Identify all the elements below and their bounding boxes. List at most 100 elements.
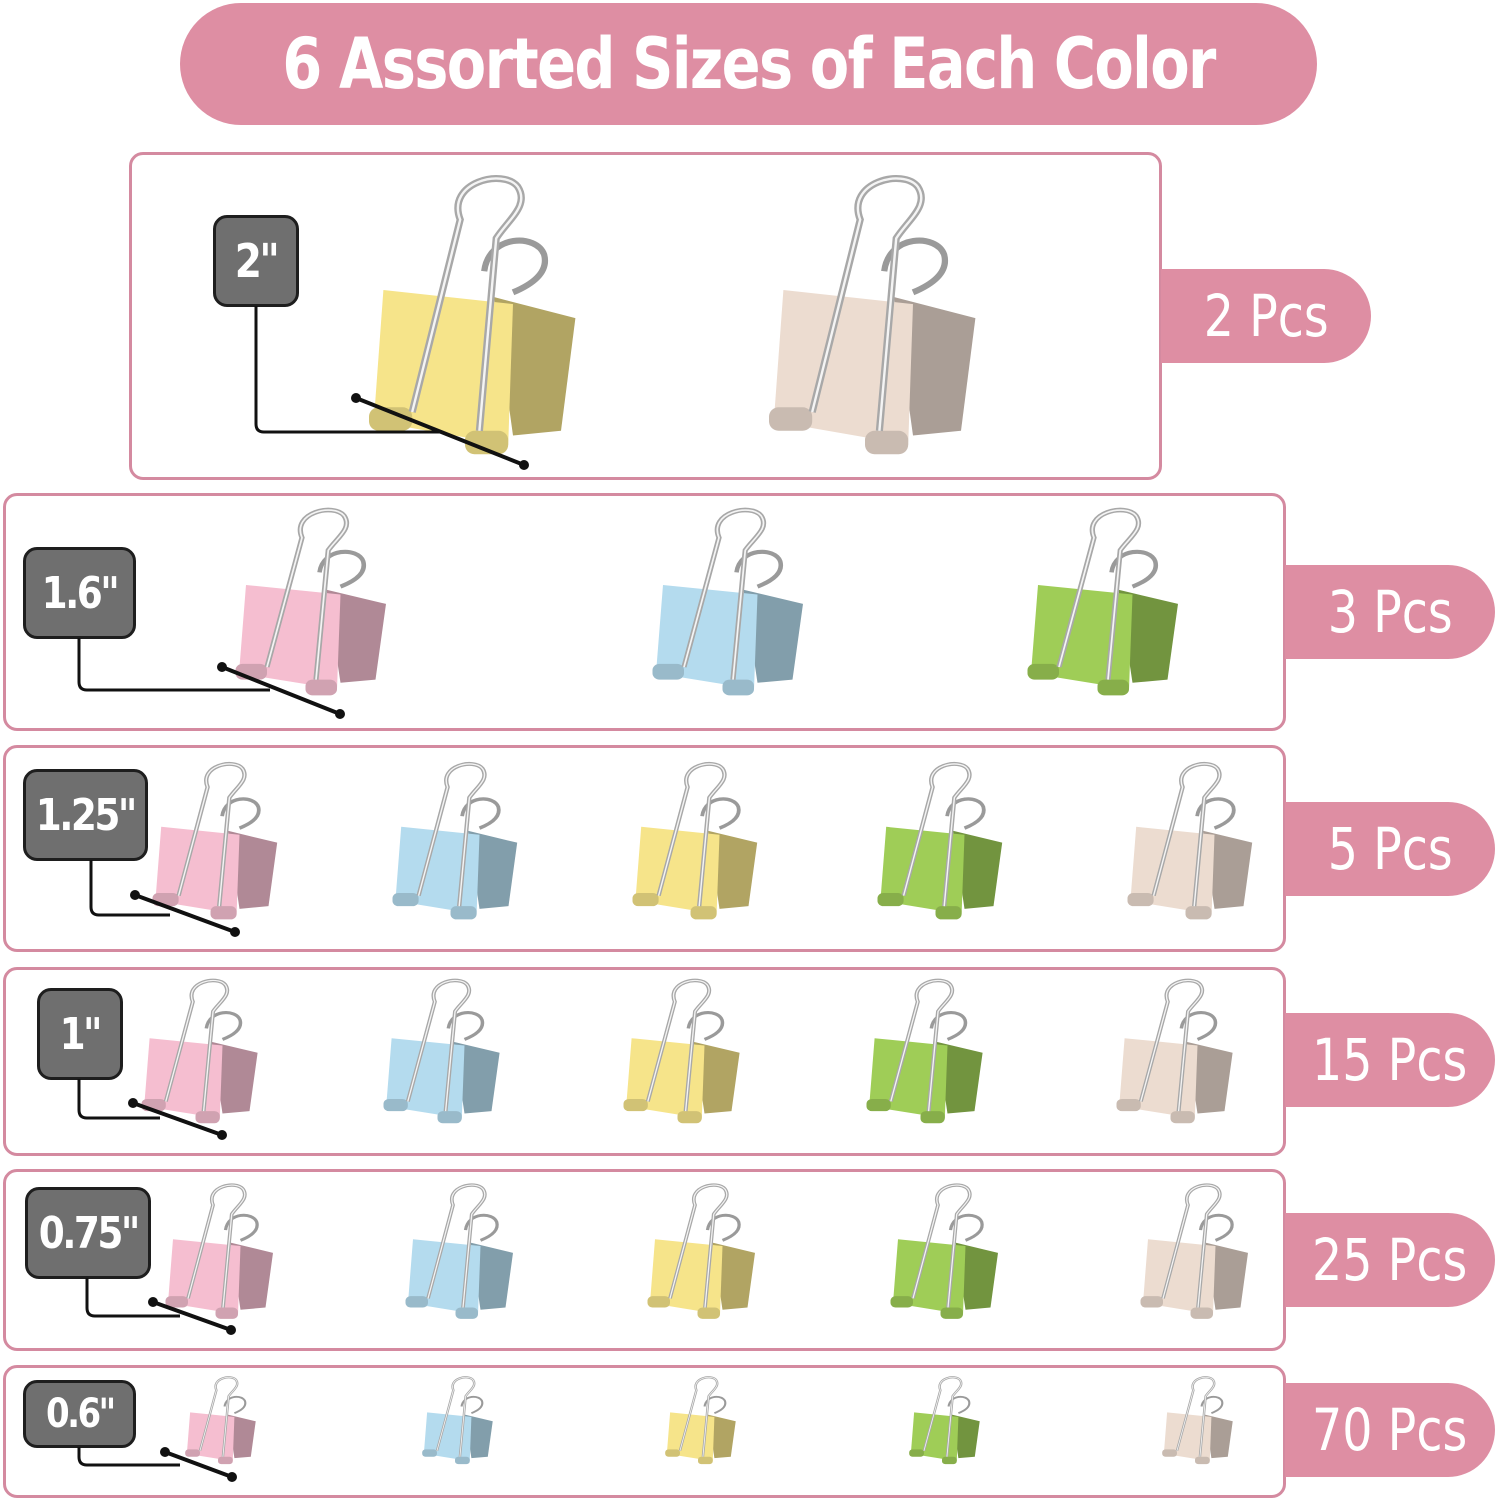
size-badge: 2" [213,215,299,307]
clip-wire-highlight [646,979,710,1112]
binder-clip-beige [1154,1374,1236,1470]
clip-tab [218,1456,233,1465]
binder-clip-blue [378,758,523,930]
clip-tab [437,1111,462,1124]
clip-tab [1027,663,1059,680]
clip-tab [195,1111,220,1124]
binder-clip-pink [128,975,263,1133]
clip-tab [455,1456,470,1465]
clip-wire-highlight [177,763,245,907]
clip-side [893,297,976,436]
clip-tab [1170,1111,1195,1124]
binder-clip-beige [1113,758,1258,930]
size-label: 2" [234,234,280,288]
title-text: 6 Assorted Sizes of Each Color [282,23,1216,105]
binder-clip-blue [414,1374,496,1470]
clip-tab [697,1307,720,1319]
binder-clip-yellow [635,1180,760,1328]
size-label: 1.6" [41,567,120,619]
clip-tab [623,1098,648,1112]
binder-clip-pink [177,1374,259,1470]
clip-tab [652,663,684,680]
clip-tab [865,430,909,455]
size-badge: 1" [37,988,123,1080]
binder-clip-green [878,1180,1003,1328]
clip-side [712,1242,755,1310]
clip-wire-highlight [1139,979,1203,1112]
binder-clip-green [853,975,988,1133]
clip-tab [909,1449,924,1457]
clip-wire-highlight [411,177,523,431]
clip-wire-highlight [1152,763,1220,907]
clip-side [326,589,386,683]
quantity-pill: 15 Pcs [1285,1013,1495,1107]
binder-clip-blue [635,503,810,708]
size-label: 1" [59,1008,103,1060]
clip-tab [920,1111,945,1124]
clip-tab [1190,1307,1213,1319]
clip-side [1204,1414,1233,1459]
clip-side [467,830,517,909]
clip-tab [769,407,813,431]
clip-side [743,589,803,683]
clip-tab [392,892,419,907]
clip-tab [1097,679,1129,696]
clip-side [955,1242,998,1310]
clip-tab [877,892,904,907]
clip-tab [890,1296,913,1308]
clip-side [1186,1041,1233,1114]
clip-wire-highlight [668,1184,727,1308]
quantity-pill: 25 Pcs [1285,1213,1495,1307]
clip-tab [450,906,477,920]
clip-wire-highlight [902,763,970,907]
binder-clip-blue [370,975,505,1133]
clip-tab [215,1307,238,1319]
clip-wire-highlight [164,979,228,1112]
quantity-pill: 5 Pcs [1285,802,1495,896]
clip-tab [698,1456,713,1465]
clip-tab [369,407,413,431]
clip-tab [422,1449,437,1457]
size-badge: 1.25" [23,769,148,861]
clip-side [227,1414,256,1459]
clip-tab [455,1307,478,1319]
clip-wire-highlight [1057,509,1139,680]
clip-wire-highlight [417,763,485,907]
binder-clip-beige [1103,975,1238,1133]
clip-wire-highlight [682,509,764,680]
quantity-label: 2 Pcs [1203,282,1329,350]
clip-side [707,830,757,909]
clip-tab [940,1307,963,1319]
binder-clip-pink [153,1180,278,1328]
clip-tab [1140,1296,1163,1308]
size-badge: 0.75" [25,1187,151,1279]
clip-tab [935,906,962,920]
clip-side [693,1041,740,1114]
clip-side [707,1414,736,1459]
clip-wire-highlight [811,177,923,431]
binder-clip-green [863,758,1008,930]
quantity-label: 70 Pcs [1312,1396,1468,1464]
quantity-label: 3 Pcs [1327,578,1453,646]
binder-clip-yellow [618,758,763,930]
clip-wire-highlight [1176,1377,1215,1457]
binder-clip-yellow [657,1374,739,1470]
title-banner: 6 Assorted Sizes of Each Color [180,3,1317,125]
clip-tab [305,679,337,696]
binder-clip-green [1010,503,1185,708]
clip-tab [942,1456,957,1465]
size-label: 1.25" [35,789,138,841]
clip-side [1205,1242,1248,1310]
clip-side [1118,589,1178,683]
clip-tab [1116,1098,1141,1112]
clip-tab [677,1111,702,1124]
clip-side [211,1041,258,1114]
clip-wire-highlight [406,979,470,1112]
clip-side [464,1414,493,1459]
size-badge: 1.6" [23,547,136,639]
clip-wire-highlight [199,1377,238,1457]
clip-wire-highlight [911,1184,970,1308]
clip-side [952,830,1002,909]
clip-tab [1127,892,1154,907]
